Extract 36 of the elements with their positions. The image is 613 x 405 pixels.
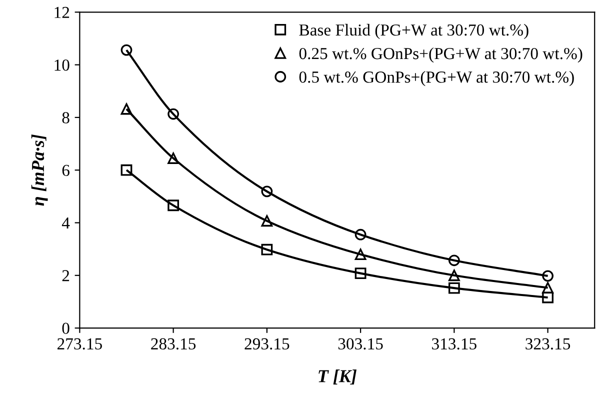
x-axis-title: T [K] (318, 370, 356, 384)
legend-label: 0.5 wt.% GOnPs+(PG+W at 30:70 wt.%) (299, 71, 574, 86)
point (542, 292, 554, 304)
legend-label: Base Fluid (PG+W at 30:70 wt.%) (299, 24, 528, 40)
point (354, 268, 366, 279)
point (120, 44, 132, 56)
point (120, 103, 132, 115)
point (542, 282, 554, 294)
point (448, 254, 460, 266)
y-tick-label: 8 (62, 112, 70, 124)
point (261, 244, 273, 256)
x-tick-label: 323.15 (526, 338, 570, 350)
y-tick-label: 4 (62, 218, 70, 229)
point (168, 108, 180, 120)
point (448, 282, 460, 294)
point (542, 270, 554, 282)
point (354, 248, 366, 260)
y-tick-label: 10 (54, 60, 70, 71)
x-tick-label: 273.15 (58, 338, 102, 350)
y-tick-label: 12 (54, 6, 70, 18)
y-tick-label: 6 (62, 164, 70, 176)
point (354, 228, 366, 240)
x-tick-label: 283.15 (151, 338, 196, 350)
y-tick-label: 2 (62, 270, 70, 282)
y-tick-label: 0 (62, 322, 70, 334)
point (261, 186, 273, 198)
x-tick-label: 293.15 (244, 338, 290, 350)
legend-label: 0.25 wt.% GOnPs+(PG+W at 30:70 wt.%) (299, 47, 582, 63)
point (120, 164, 132, 176)
point (448, 270, 460, 282)
x-tick-label: 303.15 (338, 338, 383, 350)
point (261, 215, 273, 227)
point (168, 152, 180, 164)
x-tick-label: 313.15 (432, 338, 476, 350)
point (168, 200, 180, 212)
y-axis-title: η [mPa·s] (31, 134, 48, 206)
